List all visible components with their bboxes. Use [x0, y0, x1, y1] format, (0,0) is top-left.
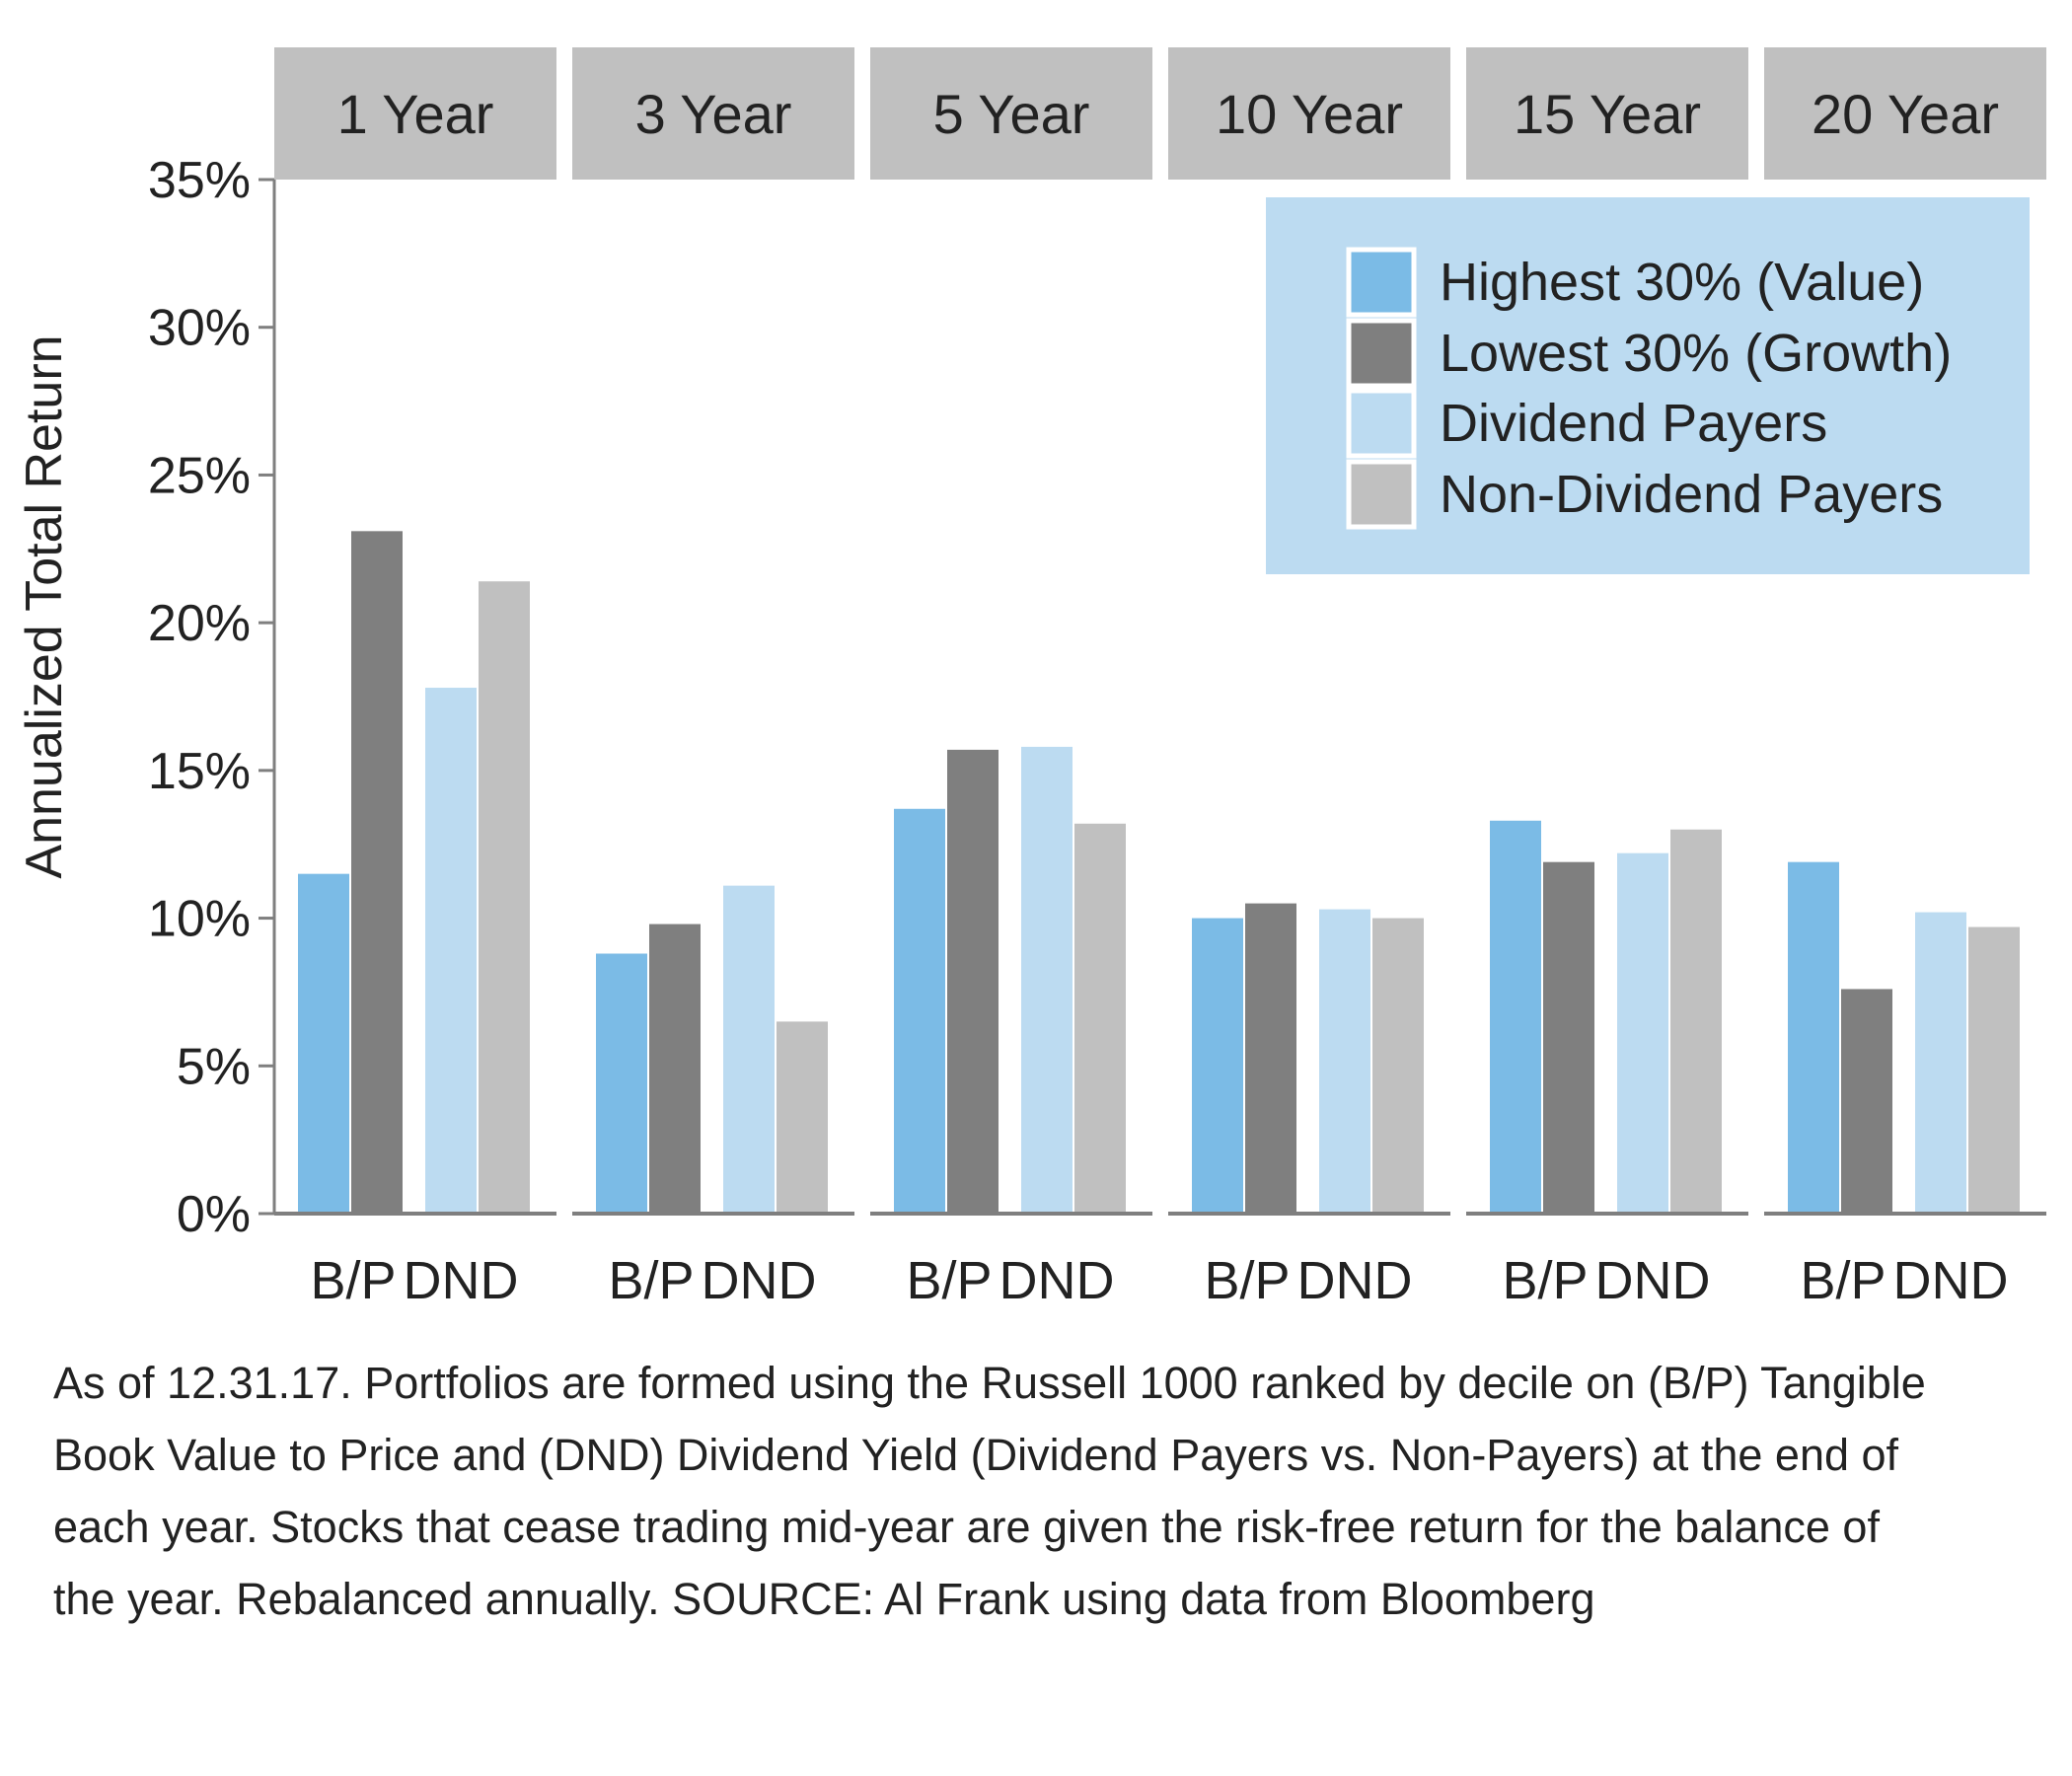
footnote: As of 12.31.17. Portfolios are formed us…: [53, 1358, 1926, 1624]
y-axis-title: Annualized Total Return: [16, 334, 73, 878]
bar: [777, 1021, 828, 1214]
group-label: B/P: [310, 1251, 396, 1310]
bar: [479, 581, 530, 1214]
bar: [1372, 918, 1424, 1214]
group-label: DND: [1297, 1251, 1413, 1310]
bar: [649, 924, 701, 1214]
group-label: DND: [999, 1251, 1115, 1310]
y-tick-label: 20%: [148, 595, 251, 652]
y-tick-label: 15%: [148, 743, 251, 800]
bar: [1490, 820, 1541, 1214]
facet-panel: 1 Year B/P DND: [274, 47, 556, 1310]
bar: [1670, 829, 1722, 1214]
legend-label: Highest 30% (Value): [1440, 253, 1924, 312]
facet-header: [572, 47, 854, 180]
facet-header: [1466, 47, 1748, 180]
group-label: B/P: [1204, 1251, 1290, 1310]
facet-panel: 20 Year B/P DND: [1764, 47, 2046, 1310]
y-axis: 0% 5% 10% 15% 20% 25% 30% 35%: [148, 152, 276, 1243]
group-label: B/P: [1502, 1251, 1588, 1310]
bar: [1788, 861, 1839, 1214]
legend: Highest 30% (Value) Lowest 30% (Growth) Di…: [1266, 197, 2030, 574]
legend-swatch: [1346, 247, 1417, 318]
facet-header: [1168, 47, 1450, 180]
facet-panel: 15 Year B/P DND: [1466, 47, 1748, 1310]
y-tick-label: 30%: [148, 300, 251, 357]
group-label: DND: [1595, 1251, 1711, 1310]
y-tick-label: 0%: [177, 1186, 251, 1243]
facet-label: 5 Year: [933, 83, 1090, 145]
legend-label: Lowest 30% (Growth): [1440, 324, 1952, 383]
legend-label: Dividend Payers: [1440, 394, 1827, 453]
group-label: DND: [1893, 1251, 2009, 1310]
legend-swatch: [1346, 459, 1417, 530]
facet-header: [274, 47, 556, 180]
legend-label: Non-Dividend Payers: [1440, 465, 1943, 524]
facet-label: 20 Year: [1812, 83, 1999, 145]
bar: [1021, 746, 1073, 1214]
bar: [894, 808, 945, 1214]
bar: [723, 885, 775, 1214]
facet-label: 10 Year: [1216, 83, 1403, 145]
bar: [1074, 823, 1126, 1214]
bar: [1841, 989, 1892, 1214]
facet-header: [1764, 47, 2046, 180]
bar: [351, 531, 403, 1214]
facet-panel: 5 Year B/P DND: [870, 47, 1152, 1310]
facet-header: [870, 47, 1152, 180]
group-label: B/P: [608, 1251, 694, 1310]
group-label: B/P: [1800, 1251, 1886, 1310]
bar: [596, 953, 647, 1214]
bar: [1543, 861, 1594, 1214]
bar: [1319, 909, 1370, 1214]
bar: [425, 688, 477, 1214]
bar: [1915, 912, 1966, 1214]
bar: [1245, 903, 1296, 1214]
bar: [1968, 926, 2020, 1214]
y-tick-label: 35%: [148, 152, 251, 209]
bar: [947, 749, 999, 1214]
y-tick-label: 25%: [148, 447, 251, 504]
group-label: B/P: [906, 1251, 992, 1310]
facet-label: 15 Year: [1514, 83, 1701, 145]
legend-swatch: [1346, 318, 1417, 389]
facet-label: 1 Year: [337, 83, 494, 145]
facet-panel: 10 Year B/P DND: [1168, 47, 1450, 1310]
y-tick-label: 10%: [148, 891, 251, 948]
group-label: DND: [702, 1251, 817, 1310]
legend-swatch: [1346, 388, 1417, 459]
group-label: DND: [404, 1251, 519, 1310]
y-tick-label: 5%: [177, 1038, 251, 1095]
facet-label: 3 Year: [635, 83, 792, 145]
facet-panel: 3 Year B/P DND: [572, 47, 854, 1310]
bar: [1192, 918, 1243, 1214]
bar: [1617, 852, 1668, 1214]
bar: [298, 873, 349, 1214]
